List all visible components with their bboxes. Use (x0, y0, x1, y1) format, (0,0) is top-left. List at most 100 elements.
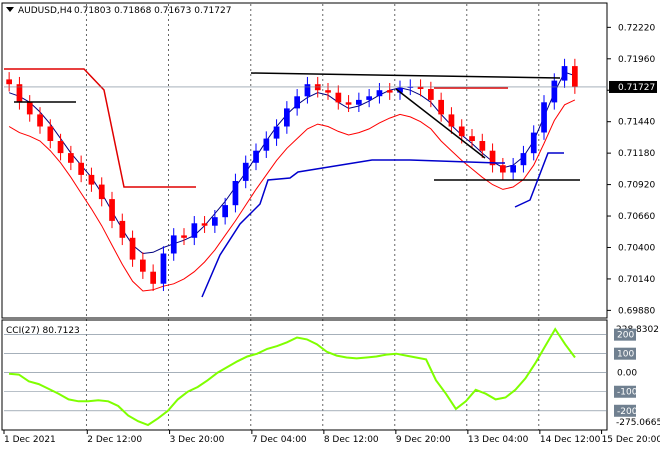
time-tick-label: 3 Dec 20:00 (170, 435, 225, 445)
bull-candle (284, 108, 290, 127)
symbol-dropdown-icon[interactable] (6, 7, 14, 12)
bear-candle (335, 92, 342, 103)
bear-candle (119, 220, 126, 238)
time-tick-label: 15 Dec 20:00 (602, 435, 660, 445)
price-tick-label: 0.72220 (618, 23, 655, 33)
time-tick-label: 7 Dec 04:00 (252, 435, 307, 445)
bull-candle (263, 138, 270, 151)
cci-level-box (614, 347, 636, 360)
bear-candle (47, 126, 54, 141)
bull-candle (170, 235, 177, 254)
support-resistance-lines (4, 68, 607, 298)
cci-title: CCI(27) 80.7123 (6, 326, 80, 336)
bear-candle (345, 102, 352, 105)
upper-channel-red (4, 68, 196, 188)
bear-candle (78, 162, 84, 175)
time-tick-label: 9 Dec 20:00 (396, 435, 451, 445)
bull-candle (222, 205, 228, 218)
bb-lower-line (8, 99, 576, 292)
bear-candle (458, 126, 465, 137)
bear-candle (181, 235, 187, 238)
bull-candle (520, 153, 527, 166)
axes: 0.722200.719600.717000.714400.711800.709… (3, 23, 660, 445)
bear-candle (26, 102, 33, 115)
bear-candle (469, 136, 475, 141)
bear-candle (150, 271, 156, 284)
bear-candle (572, 66, 578, 87)
bear-candle (88, 174, 95, 185)
cci-level-label: 100 (617, 350, 634, 360)
bull-candle (294, 96, 300, 109)
bull-candle (366, 96, 372, 100)
price-panel-frame (1, 2, 608, 319)
bull-candle (397, 87, 403, 93)
time-tick-label: 8 Dec 12:00 (324, 435, 379, 445)
bear-candle (37, 114, 43, 127)
bear-candle (417, 86, 424, 89)
cci-level-label: 200 (617, 331, 634, 341)
cci-level-box (614, 385, 636, 398)
price-tick-label: 0.71960 (618, 55, 655, 65)
symbol-label: AUDUSD,H4 (18, 6, 73, 16)
cci-level-box (614, 404, 636, 417)
bear-candle (16, 84, 23, 103)
bear-candle (489, 150, 496, 166)
bull-candle (510, 165, 516, 173)
bull-candle (356, 99, 362, 105)
bull-candle (242, 162, 249, 181)
cci-level-label: 0.00 (617, 369, 637, 379)
bear-candle (68, 153, 74, 163)
bull-candle (551, 80, 558, 103)
price-tick-label: 0.70400 (618, 243, 655, 253)
time-tick-label: 1 Dec 2021 (4, 435, 56, 445)
cci-level-label: -200 (617, 407, 638, 417)
bear-candle (448, 114, 455, 127)
bull-candle (541, 102, 547, 133)
bear-candle (57, 141, 64, 154)
bear-candle (500, 165, 506, 173)
cci-panel-frame (1, 319, 608, 431)
bull-candle (273, 126, 280, 139)
current-price-box (609, 80, 657, 93)
cci-max-label: 228.8302 (616, 325, 659, 335)
bear-candle (201, 223, 208, 226)
cci-indicator (4, 327, 607, 427)
ohlc-readout: 0.71803 0.71868 0.71673 0.71727 (74, 6, 231, 16)
bear-candle (140, 259, 146, 272)
bear-candle (386, 90, 393, 93)
bull-candle (232, 181, 239, 206)
bull-candle (530, 132, 537, 154)
cci-line (8, 327, 576, 427)
price-tick-label: 0.70920 (618, 181, 655, 191)
trend-line-down (395, 88, 486, 159)
bull-candle (160, 253, 167, 284)
bear-candle (129, 237, 136, 260)
cci-level-label: -100 (617, 388, 638, 398)
time-tick-label: 2 Dec 12:00 (87, 435, 142, 445)
bull-candle (304, 84, 311, 97)
lower-channel-blue (201, 159, 505, 298)
bull-candle (212, 217, 218, 226)
cci-level-box (614, 328, 636, 341)
current-price-label: 0.71727 (618, 83, 655, 93)
bear-candle (6, 79, 12, 85)
bear-candle (479, 141, 486, 151)
bull-candle (253, 150, 259, 163)
time-tick-label: 13 Dec 04:00 (468, 435, 529, 445)
bear-candle (438, 99, 444, 115)
bull-candle (376, 90, 383, 97)
bear-candle (428, 89, 434, 100)
price-tick-label: 0.69880 (618, 306, 655, 316)
time-tick-label: 14 Dec 12:00 (540, 435, 601, 445)
resistance-line-top (250, 72, 561, 79)
bull-candle (561, 66, 568, 81)
bear-candle (325, 90, 331, 93)
price-tick-label: 0.71180 (618, 149, 655, 159)
bear-candle (109, 199, 115, 221)
price-tick-label: 0.70660 (618, 212, 655, 222)
lower-channel-blue-right (514, 152, 564, 208)
price-tick-label: 0.71440 (618, 118, 655, 128)
bull-candle (191, 223, 198, 238)
